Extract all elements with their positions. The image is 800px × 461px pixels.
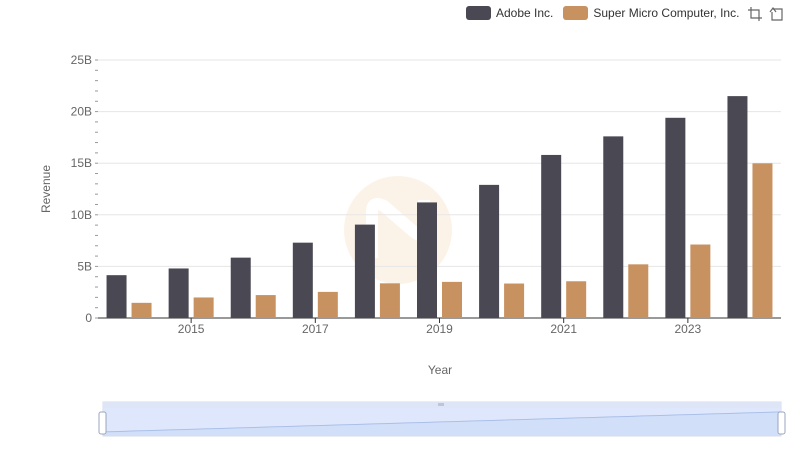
x-axis-title: Year [428,363,452,377]
legend-item-supermicro[interactable]: Super Micro Computer, Inc. [563,6,739,20]
x-tick-label: 2015 [178,322,205,336]
bar-adobe-2015[interactable] [168,268,189,318]
slider-grip-icon[interactable] [438,403,444,406]
bar-supermicro-2015[interactable] [193,297,214,318]
bar-supermicro-2018[interactable] [379,283,400,318]
slider-preview-area [103,412,781,436]
legend-label-adobe: Adobe Inc. [496,6,554,20]
bar-adobe-2017[interactable] [292,242,313,318]
slider-right-handle[interactable] [777,411,786,435]
bar-adobe-2014[interactable] [106,275,127,318]
bar-supermicro-2020[interactable] [504,283,525,318]
legend-item-adobe[interactable]: Adobe Inc. [466,6,553,20]
bars [106,96,773,319]
x-tick-label: 2023 [675,322,702,336]
legend-swatch-supermicro [563,6,589,20]
chart-legend: Adobe Inc. Super Micro Computer, Inc. [466,4,749,22]
bar-adobe-2016[interactable] [230,257,251,318]
bar-adobe-2019[interactable] [417,202,437,318]
data-zoom-slider[interactable] [98,401,786,437]
legend-swatch-adobe [466,6,491,20]
bar-supermicro-2014[interactable] [131,302,152,318]
bar-adobe-2022[interactable] [603,136,624,318]
y-tick-label: 0 [85,311,92,325]
bar-supermicro-2019[interactable] [442,281,462,318]
bar-adobe-2021[interactable] [541,154,562,318]
y-tick-label: 10B [71,208,92,222]
chart-toolbar [747,6,785,22]
bar-adobe-2018[interactable] [354,224,375,318]
legend-label-supermicro: Super Micro Computer, Inc. [593,6,740,20]
x-tick-label: 2017 [302,322,329,336]
x-axis: 2015 2017 2019 2021 2023 [98,317,781,336]
bar-supermicro-2023[interactable] [690,244,711,318]
zoom-reset-icon[interactable] [769,6,785,22]
y-tick-label: 5B [77,259,92,273]
bar-adobe-2020[interactable] [479,184,500,318]
y-axis: 0 5B 10B 15B 20B 25B [71,53,93,325]
y-tick-label: 25B [71,53,92,67]
slider-left-handle[interactable] [98,411,107,435]
bar-supermicro-2016[interactable] [255,295,276,318]
bar-supermicro-2024[interactable] [752,163,773,318]
x-tick-label: 2019 [426,322,453,336]
x-tick-label: 2021 [550,322,577,336]
bar-supermicro-2022[interactable] [628,264,649,318]
bar-adobe-2023[interactable] [665,117,686,319]
bar-supermicro-2017[interactable] [317,291,338,318]
slider-top-bar[interactable] [103,402,781,408]
y-tick-label: 20B [71,105,92,119]
bar-adobe-2024[interactable] [727,96,748,319]
y-minor-ticks [95,59,98,319]
bar-supermicro-2021[interactable] [566,281,587,318]
y-axis-title: Revenue [39,165,53,213]
zoom-select-icon[interactable] [747,6,763,22]
y-tick-label: 15B [71,156,92,170]
